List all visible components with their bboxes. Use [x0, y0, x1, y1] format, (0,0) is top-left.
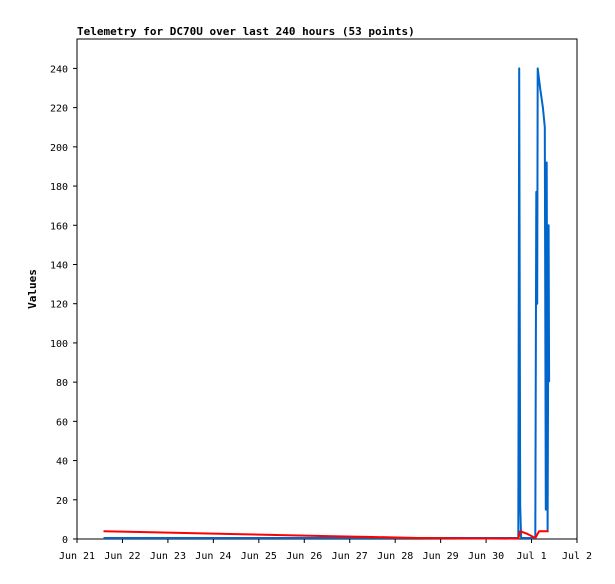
x-tick-label: Jun 26: [286, 551, 322, 562]
chart-title: Telemetry for DC70U over last 240 hours …: [77, 25, 415, 38]
x-tick-label: Jun 24: [195, 551, 231, 562]
y-tick-label: 200: [50, 143, 68, 154]
y-tick-label: 140: [50, 260, 68, 271]
y-tick-label: 100: [50, 339, 68, 350]
x-tick-label: Jul 2: [562, 551, 592, 562]
y-tick-label: 80: [56, 378, 68, 389]
y-tick-label: 20: [56, 496, 68, 507]
y-tick-label: 220: [50, 104, 68, 115]
y-tick-label: 0: [62, 535, 68, 546]
y-tick-label: 240: [50, 64, 68, 75]
y-tick-label: 120: [50, 300, 68, 311]
plot-frame: [76, 38, 578, 540]
x-tick-label: Jun 23: [150, 551, 186, 562]
y-tick-label: 60: [56, 417, 68, 428]
y-axis: 0 20 40 60 80 100 120 140 160 180 200 220 240: [50, 64, 77, 546]
x-tick-label: Jun 28: [377, 551, 413, 562]
x-axis: Jun 21 Jun 22 Jun 23 Jun 24 Jun 25 Jun 26 Jun …: [59, 539, 592, 562]
y-tick-label: 160: [50, 221, 68, 232]
x-tick-label: Jun 25: [241, 551, 277, 562]
x-tick-label: Jun 27: [332, 551, 368, 562]
y-tick-label: 40: [56, 457, 68, 468]
x-tick-label: Jul 1: [516, 551, 546, 562]
series-line-1: [103, 67, 551, 539]
series-group: [103, 67, 551, 540]
y-tick-label: 180: [50, 182, 68, 193]
y-axis-label: Values: [26, 269, 39, 309]
x-tick-label: Jun 22: [104, 551, 140, 562]
x-tick-label: Jun 21: [59, 551, 95, 562]
x-tick-label: Jun 30: [468, 551, 504, 562]
x-tick-label: Jun 29: [423, 551, 459, 562]
series-line-2: [103, 530, 549, 540]
